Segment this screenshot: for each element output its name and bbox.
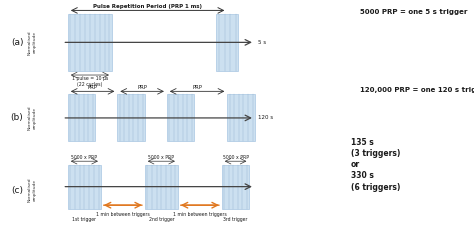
Text: 5000 x PRP: 5000 x PRP (223, 155, 248, 160)
Text: (c): (c) (11, 185, 23, 195)
Text: Pulse Repetition Period (PRP 1 ms): Pulse Repetition Period (PRP 1 ms) (93, 4, 202, 9)
Text: 3rd trigger: 3rd trigger (223, 217, 248, 222)
Text: 2nd trigger: 2nd trigger (148, 217, 174, 222)
Text: 135 s
(3 triggers)
or
330 s
(6 triggers): 135 s (3 triggers) or 330 s (6 triggers) (351, 138, 400, 192)
Text: Normalised
amplitude: Normalised amplitude (28, 30, 36, 55)
Bar (216, 14, 238, 71)
Text: (b): (b) (10, 113, 23, 123)
Text: 1 min between triggers: 1 min between triggers (173, 212, 227, 217)
Bar (68, 14, 112, 71)
Text: Normalised
amplitude: Normalised amplitude (28, 106, 36, 130)
Text: PRP: PRP (137, 85, 147, 90)
Bar (145, 165, 178, 209)
Text: Normalised
amplitude: Normalised amplitude (28, 178, 36, 202)
Bar (167, 94, 194, 142)
Bar (68, 165, 101, 209)
Text: 1 min between triggers: 1 min between triggers (96, 212, 150, 217)
Bar (118, 94, 145, 142)
Bar (68, 94, 95, 142)
Text: 1 pulse = 10 μs
(22 cycles): 1 pulse = 10 μs (22 cycles) (72, 76, 108, 87)
Text: 5000 x PRP: 5000 x PRP (148, 155, 174, 160)
Text: PRP: PRP (192, 85, 202, 90)
Text: 120,000 PRP = one 120 s trigger: 120,000 PRP = one 120 s trigger (360, 87, 474, 93)
Bar (228, 94, 255, 142)
Text: 5000 PRP = one 5 s trigger: 5000 PRP = one 5 s trigger (360, 9, 468, 15)
Text: 1st trigger: 1st trigger (73, 217, 96, 222)
Text: 120 s: 120 s (257, 115, 273, 120)
Text: (a): (a) (11, 38, 23, 47)
Bar (222, 165, 249, 209)
Text: PRP: PRP (88, 85, 98, 90)
Text: 5000 x PRP: 5000 x PRP (72, 155, 97, 160)
Text: 5 s: 5 s (257, 40, 266, 45)
